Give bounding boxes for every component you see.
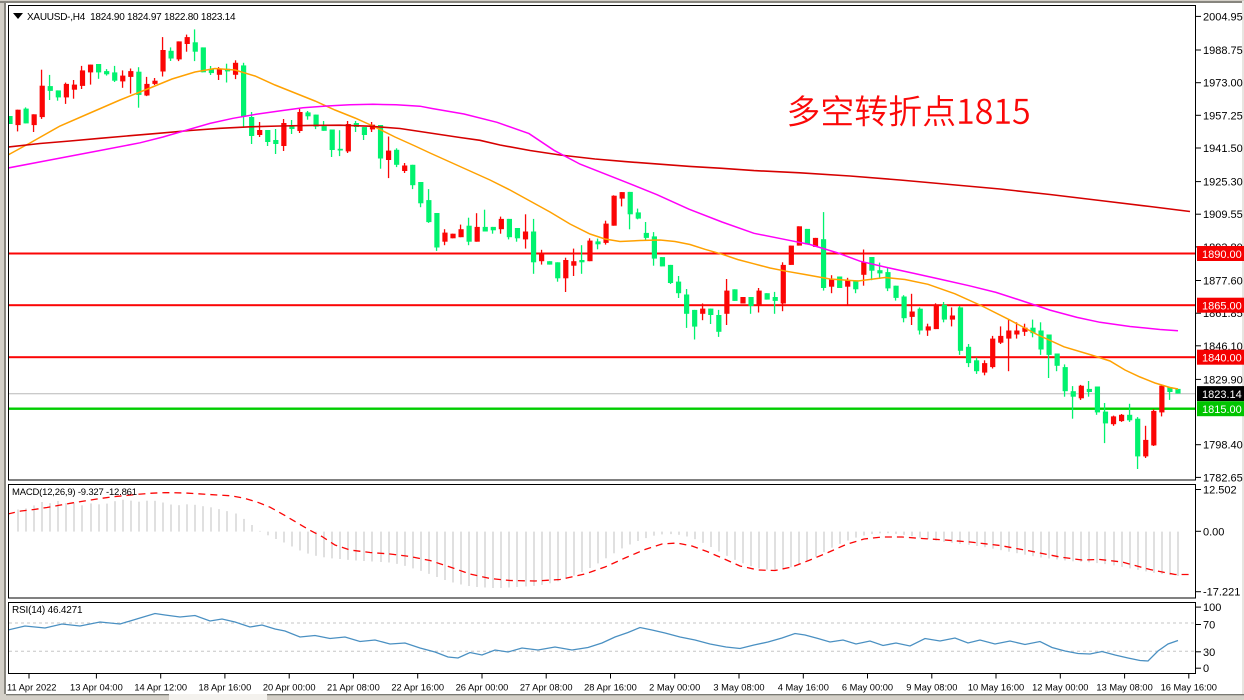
- svg-text:26 Apr 00:00: 26 Apr 00:00: [456, 683, 509, 693]
- svg-text:4 May 16:00: 4 May 16:00: [778, 683, 829, 693]
- svg-text:16 May 16:00: 16 May 16:00: [1161, 683, 1217, 693]
- svg-text:1782.65: 1782.65: [1203, 472, 1243, 484]
- svg-text:1829.90: 1829.90: [1203, 374, 1243, 386]
- svg-text:30: 30: [1203, 647, 1215, 659]
- svg-text:0.00: 0.00: [1203, 526, 1224, 538]
- svg-text:1890.00: 1890.00: [1202, 249, 1242, 261]
- svg-text:1798.40: 1798.40: [1203, 440, 1243, 452]
- svg-text:1865.00: 1865.00: [1202, 301, 1242, 313]
- svg-text:1973.00: 1973.00: [1203, 78, 1243, 90]
- svg-text:28 Apr 16:00: 28 Apr 16:00: [584, 683, 637, 693]
- svg-text:2 May 00:00: 2 May 00:00: [649, 683, 700, 693]
- svg-text:1909.55: 1909.55: [1203, 209, 1243, 221]
- svg-text:1941.50: 1941.50: [1203, 143, 1243, 155]
- svg-text:11 Apr 2022: 11 Apr 2022: [7, 683, 56, 693]
- svg-text:1877.60: 1877.60: [1203, 276, 1243, 288]
- svg-text:2004.95: 2004.95: [1203, 11, 1243, 23]
- svg-text:1815.00: 1815.00: [1202, 404, 1242, 416]
- svg-text:1925.30: 1925.30: [1203, 177, 1243, 189]
- svg-text:RSI(14) 46.4271: RSI(14) 46.4271: [12, 605, 83, 616]
- svg-text:1957.25: 1957.25: [1203, 110, 1243, 122]
- svg-text:14 Apr 12:00: 14 Apr 12:00: [134, 683, 187, 693]
- svg-text:1988.75: 1988.75: [1203, 45, 1243, 57]
- svg-text:1823.14: 1823.14: [1202, 389, 1242, 401]
- svg-text:100: 100: [1203, 602, 1221, 614]
- svg-text:22 Apr 16:00: 22 Apr 16:00: [391, 683, 444, 693]
- svg-text:13 May 08:00: 13 May 08:00: [1096, 683, 1152, 693]
- svg-text:-17.221: -17.221: [1203, 587, 1240, 599]
- svg-text:MACD(12,26,9) -9.327 -12.861: MACD(12,26,9) -9.327 -12.861: [12, 487, 137, 498]
- svg-text:0: 0: [1203, 663, 1209, 675]
- svg-text:XAUUSD-,H4 1824.90 1824.97 18: XAUUSD-,H4 1824.90 1824.97 1822.80 1823.…: [27, 12, 236, 23]
- svg-text:27 Apr 08:00: 27 Apr 08:00: [520, 683, 573, 693]
- svg-text:12.502: 12.502: [1203, 485, 1237, 497]
- svg-text:13 Apr 04:00: 13 Apr 04:00: [70, 683, 123, 693]
- svg-text:3 May 08:00: 3 May 08:00: [713, 683, 764, 693]
- svg-text:18 Apr 16:00: 18 Apr 16:00: [199, 683, 252, 693]
- svg-text:1840.00: 1840.00: [1202, 353, 1242, 365]
- svg-text:20 Apr 00:00: 20 Apr 00:00: [263, 683, 316, 693]
- svg-text:6 May 00:00: 6 May 00:00: [842, 683, 893, 693]
- svg-text:21 Apr 08:00: 21 Apr 08:00: [327, 683, 380, 693]
- svg-text:10 May 16:00: 10 May 16:00: [968, 683, 1024, 693]
- svg-text:9 May 08:00: 9 May 08:00: [906, 683, 957, 693]
- svg-text:70: 70: [1203, 620, 1215, 632]
- svg-text:12 May 00:00: 12 May 00:00: [1032, 683, 1088, 693]
